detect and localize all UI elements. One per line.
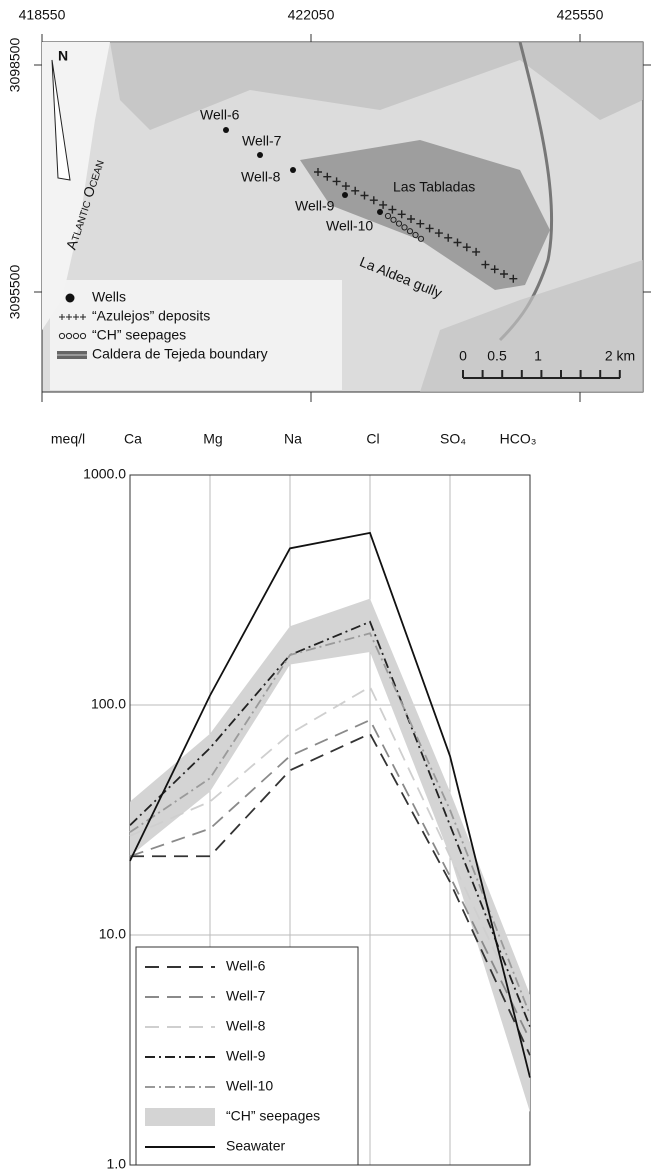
category-label: SO₄ bbox=[440, 431, 466, 447]
scale-label: 2 km bbox=[605, 348, 635, 364]
well-label: Well-8 bbox=[241, 169, 281, 185]
well-point bbox=[223, 127, 229, 133]
legend-label: Well-9 bbox=[226, 1048, 266, 1064]
map-y-label: 3098500 bbox=[7, 38, 23, 93]
map-x-label: 422050 bbox=[288, 7, 335, 23]
map-y-label: 3095500 bbox=[7, 265, 23, 320]
category-label: Mg bbox=[203, 431, 222, 447]
legend-label: Well-8 bbox=[226, 1018, 266, 1034]
well-label: Well-6 bbox=[200, 107, 240, 123]
well-point bbox=[257, 152, 263, 158]
category-label: Na bbox=[284, 431, 302, 447]
map-legend-label: Wells bbox=[92, 289, 126, 305]
legend-symbol bbox=[66, 294, 75, 303]
map-x-label: 418550 bbox=[19, 7, 66, 23]
y-tick-label: 1000.0 bbox=[83, 466, 126, 482]
category-label: Ca bbox=[124, 431, 142, 447]
y-tick-label: 10.0 bbox=[99, 926, 126, 942]
legend-swatch bbox=[145, 1108, 215, 1126]
well-point bbox=[377, 209, 383, 215]
well-point bbox=[290, 167, 296, 173]
legend-label: Well-6 bbox=[226, 958, 266, 974]
legend-label: “CH” seepages bbox=[226, 1108, 320, 1124]
y-tick-label: 1.0 bbox=[107, 1156, 127, 1172]
map-x-label: 425550 bbox=[557, 7, 604, 23]
legend-label: Well-7 bbox=[226, 988, 266, 1004]
well-label: Well-9 bbox=[295, 198, 335, 214]
category-label: Cl bbox=[366, 431, 379, 447]
well-label: Well-7 bbox=[242, 133, 282, 149]
map-legend-label: “Azulejos” deposits bbox=[92, 308, 210, 324]
y-tick-label: 100.0 bbox=[91, 696, 126, 712]
well-label: Well-10 bbox=[326, 218, 373, 234]
scale-label: 1 bbox=[534, 348, 542, 364]
scale-label: 0.5 bbox=[487, 348, 507, 364]
map-legend-label: Caldera de Tejeda boundary bbox=[92, 346, 268, 362]
scale-label: 0 bbox=[459, 348, 467, 364]
map-legend-label: “CH” seepages bbox=[92, 327, 186, 343]
legend-label: Seawater bbox=[226, 1138, 285, 1154]
legend-label: Well-10 bbox=[226, 1078, 273, 1094]
category-label: HCO₃ bbox=[500, 431, 537, 447]
north-label: N bbox=[58, 48, 68, 64]
well-point bbox=[342, 192, 348, 198]
y-unit: meq/l bbox=[51, 431, 85, 447]
place-label: Las Tabladas bbox=[393, 179, 475, 195]
figure: N Atlantic Ocean Las Tabladas La Aldea g… bbox=[0, 0, 657, 1176]
